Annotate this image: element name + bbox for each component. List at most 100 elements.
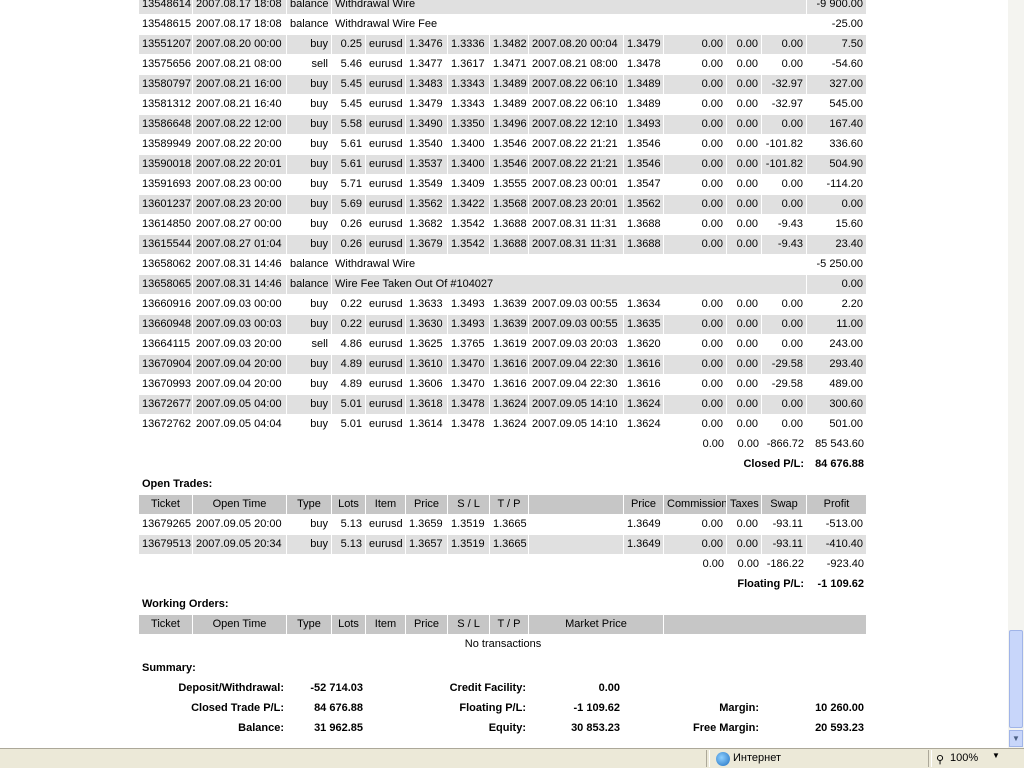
divider <box>706 750 710 767</box>
cell: sell <box>287 335 332 354</box>
cell: 23.40 <box>807 235 867 254</box>
summary-label: Free Margin: <box>692 722 759 734</box>
summary-value: 31 962.85 <box>314 722 363 734</box>
cell: 2007.08.27 01:04 <box>193 235 287 254</box>
cell: 0.00 <box>664 135 727 154</box>
cell: -101.82 <box>762 155 807 174</box>
cell: 1.3343 <box>448 95 490 114</box>
cell: 5.61 <box>332 155 366 174</box>
cell: 1.3471 <box>490 55 529 74</box>
cell: -5 250.00 <box>807 255 867 274</box>
cell: 1.3519 <box>448 515 490 534</box>
cell: eurusd <box>366 515 406 534</box>
scroll-down[interactable]: ▼ <box>1009 730 1023 747</box>
total: 0.00 <box>702 558 724 570</box>
cell: -410.40 <box>807 535 867 554</box>
cell: buy <box>287 35 332 54</box>
result-label: Closed P/L: <box>743 458 804 470</box>
cell: 5.61 <box>332 135 366 154</box>
cell: 1.3547 <box>624 175 664 194</box>
cell: 1.3688 <box>624 215 664 234</box>
cell: 0.00 <box>807 195 867 214</box>
cell: 0.00 <box>664 395 727 414</box>
cell: 2007.09.04 20:00 <box>193 355 287 374</box>
total: -923.40 <box>826 558 864 570</box>
cell: 1.3336 <box>448 35 490 54</box>
cell: 2007.08.23 20:01 <box>529 195 624 214</box>
cell: 1.3635 <box>624 315 664 334</box>
cell: 0.00 <box>727 295 762 314</box>
summary-label: Closed Trade P/L: <box>191 702 284 714</box>
result-value: -1 109.62 <box>817 578 864 590</box>
cell: eurusd <box>366 175 406 194</box>
cell: 13548614 <box>139 0 193 14</box>
header-cell: Swap <box>762 495 807 514</box>
cell: 1.3540 <box>406 135 448 154</box>
cell: 5.46 <box>332 55 366 74</box>
cell: balance <box>287 0 332 14</box>
total: 0.00 <box>737 558 759 570</box>
zoom-label[interactable]: 100% <box>950 752 979 764</box>
section-title: Working Orders: <box>142 598 229 610</box>
cell: 1.3343 <box>448 75 490 94</box>
cell: 1.3616 <box>624 375 664 394</box>
cell: 0.00 <box>762 295 807 314</box>
cell: 2007.09.05 04:04 <box>193 415 287 434</box>
scroll-thumb[interactable] <box>1009 630 1023 728</box>
cell: 2007.08.22 12:10 <box>529 115 624 134</box>
cell: 2007.08.31 11:31 <box>529 215 624 234</box>
cell: 1.3470 <box>448 355 490 374</box>
cell: 13590018 <box>139 155 193 174</box>
section-title: Summary: <box>142 662 196 674</box>
cell: -513.00 <box>807 515 867 534</box>
cell: -29.58 <box>762 375 807 394</box>
header-cell <box>664 615 867 634</box>
cell: 13664115 <box>139 335 193 354</box>
cell: 327.00 <box>807 75 867 94</box>
cell: 0.00 <box>727 355 762 374</box>
cell: -93.11 <box>762 535 807 554</box>
cell: 13660948 <box>139 315 193 334</box>
cell: 1.3549 <box>406 175 448 194</box>
cell: 1.3616 <box>490 375 529 394</box>
cell: 1.3478 <box>448 395 490 414</box>
cell: 13672677 <box>139 395 193 414</box>
cell: 0.00 <box>762 175 807 194</box>
cell: 2007.08.17 18:08 <box>193 15 287 34</box>
header-cell: S / L <box>448 495 490 514</box>
cell: 501.00 <box>807 415 867 434</box>
cell: eurusd <box>366 235 406 254</box>
cell: 2007.09.05 04:00 <box>193 395 287 414</box>
cell: 13679513 <box>139 535 193 554</box>
cell: eurusd <box>366 95 406 114</box>
header-cell: Open Time <box>193 495 287 514</box>
cell: 0.00 <box>727 235 762 254</box>
cell: 489.00 <box>807 375 867 394</box>
cell: 0.00 <box>762 335 807 354</box>
cell: buy <box>287 515 332 534</box>
cell: 2007.09.03 00:55 <box>529 315 624 334</box>
cell: eurusd <box>366 195 406 214</box>
cell: 0.00 <box>762 315 807 334</box>
cell: 1.3665 <box>490 535 529 554</box>
cell: balance <box>287 275 332 294</box>
scrollbar[interactable]: ▼ <box>1008 0 1024 748</box>
cell: 2007.09.04 20:00 <box>193 375 287 394</box>
cell: 0.00 <box>727 115 762 134</box>
cell: 13679265 <box>139 515 193 534</box>
header-cell: T / P <box>490 495 529 514</box>
zoom-icon: ⚲ <box>936 754 945 766</box>
cell: 1.3630 <box>406 315 448 334</box>
cell: 13586648 <box>139 115 193 134</box>
comment: Withdrawal Wire <box>332 255 807 274</box>
summary-value: -52 714.03 <box>310 682 363 694</box>
cell: 13551207 <box>139 35 193 54</box>
cell: 0.00 <box>664 75 727 94</box>
cell: 13615544 <box>139 235 193 254</box>
cell: 545.00 <box>807 95 867 114</box>
cell: 2007.09.03 00:55 <box>529 295 624 314</box>
cell: 1.3624 <box>624 395 664 414</box>
zoom-dropdown[interactable]: ▼ <box>992 751 1000 760</box>
cell: eurusd <box>366 295 406 314</box>
status-bar: Интернет ⚲ 100% ▼ <box>0 748 1024 768</box>
